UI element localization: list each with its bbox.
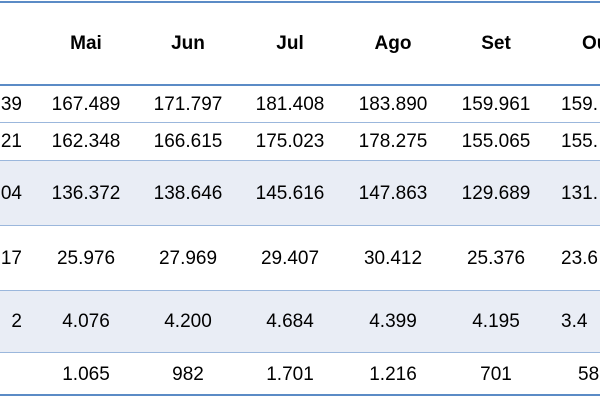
table-cell: 27.969 bbox=[158, 247, 218, 269]
column-header: Mai bbox=[70, 33, 102, 54]
table-cell: 4.195 bbox=[472, 311, 520, 332]
table-cell: 4.076 bbox=[62, 311, 110, 332]
table-cell: 155.065 bbox=[461, 131, 531, 152]
row-band bbox=[0, 160, 600, 225]
table-cell: 145.616 bbox=[255, 182, 325, 204]
top-border bbox=[0, 1, 600, 3]
table-cell: 131. bbox=[561, 182, 598, 204]
column-header: Set bbox=[481, 33, 511, 54]
row-border bbox=[0, 160, 600, 161]
row-border bbox=[0, 122, 600, 123]
bottom-border bbox=[0, 394, 600, 396]
table-cell: 155. bbox=[561, 131, 598, 152]
table-cell: 25.376 bbox=[466, 247, 526, 269]
table-cell: 178.275 bbox=[358, 131, 428, 152]
table-cell: 167.489 bbox=[51, 93, 121, 115]
table-cell: 4.399 bbox=[369, 311, 417, 332]
table-cell: 04 bbox=[0, 182, 22, 204]
table-cell: 1.216 bbox=[369, 363, 417, 385]
table-cell: 701 bbox=[480, 363, 512, 385]
row-border bbox=[0, 352, 600, 353]
table-cell: 175.023 bbox=[255, 131, 325, 152]
table-cell: 166.615 bbox=[153, 131, 223, 152]
table-cell: 25.976 bbox=[56, 247, 116, 269]
table-cell: 138.646 bbox=[153, 182, 223, 204]
table-cell: 1.065 bbox=[62, 363, 110, 385]
table-cell: 171.797 bbox=[153, 93, 223, 115]
table-cell: 183.890 bbox=[358, 93, 428, 115]
table-cell: 58 bbox=[578, 363, 600, 385]
table-cell: 159.961 bbox=[461, 93, 531, 115]
column-header: Jul bbox=[276, 33, 304, 54]
table-cell: 136.372 bbox=[51, 182, 121, 204]
table-cell: 162.348 bbox=[51, 131, 121, 152]
row-band bbox=[0, 290, 600, 352]
table-cell: 39 bbox=[0, 93, 22, 115]
table-cell: 181.408 bbox=[255, 93, 325, 115]
table-cell: 147.863 bbox=[358, 182, 428, 204]
column-header: Ago bbox=[374, 33, 412, 54]
table-cell: 3.4 bbox=[561, 311, 588, 332]
column-header: Jun bbox=[171, 33, 205, 54]
table-cell: 2 bbox=[11, 311, 22, 332]
table-cell: 982 bbox=[172, 363, 204, 385]
header-border bbox=[0, 84, 600, 86]
row-border bbox=[0, 225, 600, 226]
table-cell: 4.200 bbox=[164, 311, 212, 332]
column-header: Ou bbox=[582, 33, 600, 54]
table-cell: 129.689 bbox=[461, 182, 531, 204]
table-cell: 23.6 bbox=[561, 247, 598, 269]
table-cell: 21 bbox=[0, 131, 22, 152]
table-cell: 1.701 bbox=[266, 363, 314, 385]
table-cell: 4.684 bbox=[266, 311, 314, 332]
table-cell: 17 bbox=[0, 247, 22, 269]
table-cell: 159. bbox=[561, 93, 598, 115]
table-cell: 30.412 bbox=[363, 247, 423, 269]
row-border bbox=[0, 290, 600, 291]
table-cell: 29.407 bbox=[260, 247, 320, 269]
